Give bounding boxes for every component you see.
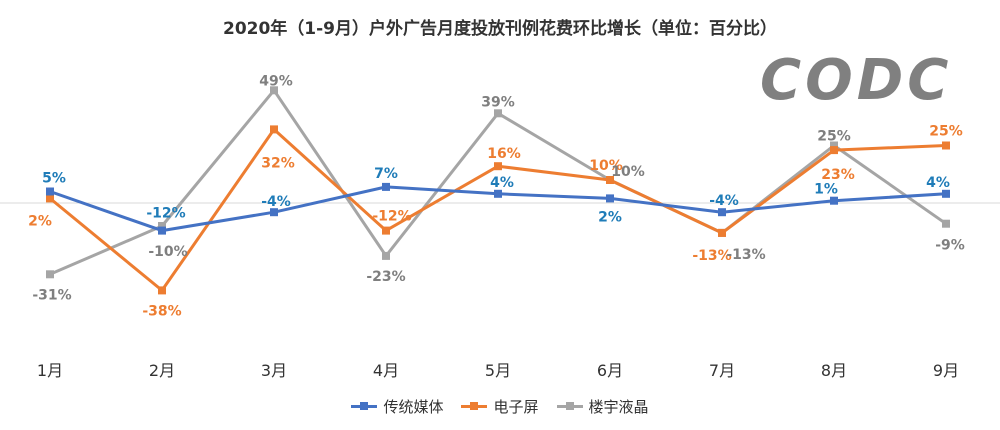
- legend-item-lcd: 楼宇液晶: [556, 396, 649, 417]
- data-point: [270, 86, 278, 95]
- data-point: [942, 219, 950, 228]
- x-tick-label: 8月: [821, 361, 847, 380]
- data-label: 5%: [42, 171, 66, 187]
- data-label: 16%: [487, 146, 521, 162]
- legend-item-screen: 电子屏: [461, 396, 539, 417]
- data-label: 4%: [926, 175, 950, 191]
- x-tick-label: 5月: [485, 361, 511, 380]
- data-point: [158, 222, 166, 230]
- data-point: [718, 208, 726, 217]
- chart-title: 2020年（1-9月）户外广告月度投放刊例花费环比增长（单位：百分比）: [222, 19, 778, 39]
- data-point: [46, 187, 54, 196]
- data-label: -4%: [261, 194, 291, 210]
- data-label: -13%: [692, 248, 731, 264]
- data-point: [158, 226, 166, 235]
- data-label: 25%: [817, 129, 851, 145]
- data-point: [606, 194, 614, 203]
- data-point: [494, 162, 502, 171]
- data-point: [942, 189, 950, 198]
- data-label: 2%: [28, 213, 52, 229]
- x-tick-label: 4月: [373, 361, 399, 380]
- data-label: 10%: [589, 158, 623, 174]
- legend-swatch: [461, 402, 488, 410]
- data-point: [718, 228, 726, 237]
- codc-logo: CODC: [760, 48, 953, 113]
- x-tick-label: 2月: [149, 361, 175, 380]
- legend-swatch: [351, 402, 378, 410]
- data-label: -4%: [709, 193, 739, 209]
- data-point: [270, 208, 278, 217]
- data-label: 4%: [490, 175, 514, 191]
- x-tick-label: 6月: [597, 361, 623, 380]
- legend-label: 楼宇液晶: [588, 398, 649, 416]
- data-point: [830, 141, 838, 150]
- x-tick-label: 7月: [709, 361, 735, 380]
- data-point: [494, 189, 502, 198]
- data-label: 2%: [598, 209, 622, 225]
- data-label: -12%: [372, 209, 411, 225]
- data-label: -12%: [146, 206, 185, 222]
- data-point: [494, 109, 502, 118]
- x-tick-label: 1月: [37, 361, 63, 380]
- x-tick-label: 9月: [933, 361, 959, 380]
- data-label: 49%: [259, 73, 293, 89]
- data-point: [942, 141, 950, 150]
- data-label: -9%: [935, 238, 965, 254]
- data-label: -23%: [366, 269, 405, 285]
- data-point: [270, 125, 278, 134]
- data-label: 10%: [611, 164, 645, 180]
- data-point: [382, 226, 390, 235]
- data-point: [46, 194, 54, 203]
- data-label: -38%: [142, 303, 181, 319]
- data-label: 25%: [929, 124, 963, 140]
- data-label: 32%: [261, 155, 295, 171]
- x-tick-label: 3月: [261, 361, 287, 380]
- data-point: [830, 146, 838, 155]
- legend-label: 电子屏: [493, 398, 539, 416]
- data-point: [606, 176, 614, 184]
- data-point: [382, 182, 390, 191]
- legend-label: 传统媒体: [383, 398, 444, 416]
- legend-item-traditional: 传统媒体: [351, 396, 443, 417]
- data-label: 7%: [374, 166, 398, 182]
- data-point: [158, 286, 166, 295]
- legend: 传统媒体 电子屏 楼宇液晶: [0, 396, 1000, 417]
- data-label: -10%: [148, 244, 187, 260]
- data-point: [830, 196, 838, 205]
- data-point: [46, 270, 54, 279]
- data-point: [382, 251, 390, 260]
- data-label: 1%: [814, 182, 838, 198]
- data-label: 39%: [481, 94, 515, 110]
- data-label: -13%: [726, 247, 765, 263]
- data-label: 23%: [821, 167, 855, 183]
- data-label: -31%: [32, 287, 71, 303]
- legend-swatch: [556, 402, 583, 410]
